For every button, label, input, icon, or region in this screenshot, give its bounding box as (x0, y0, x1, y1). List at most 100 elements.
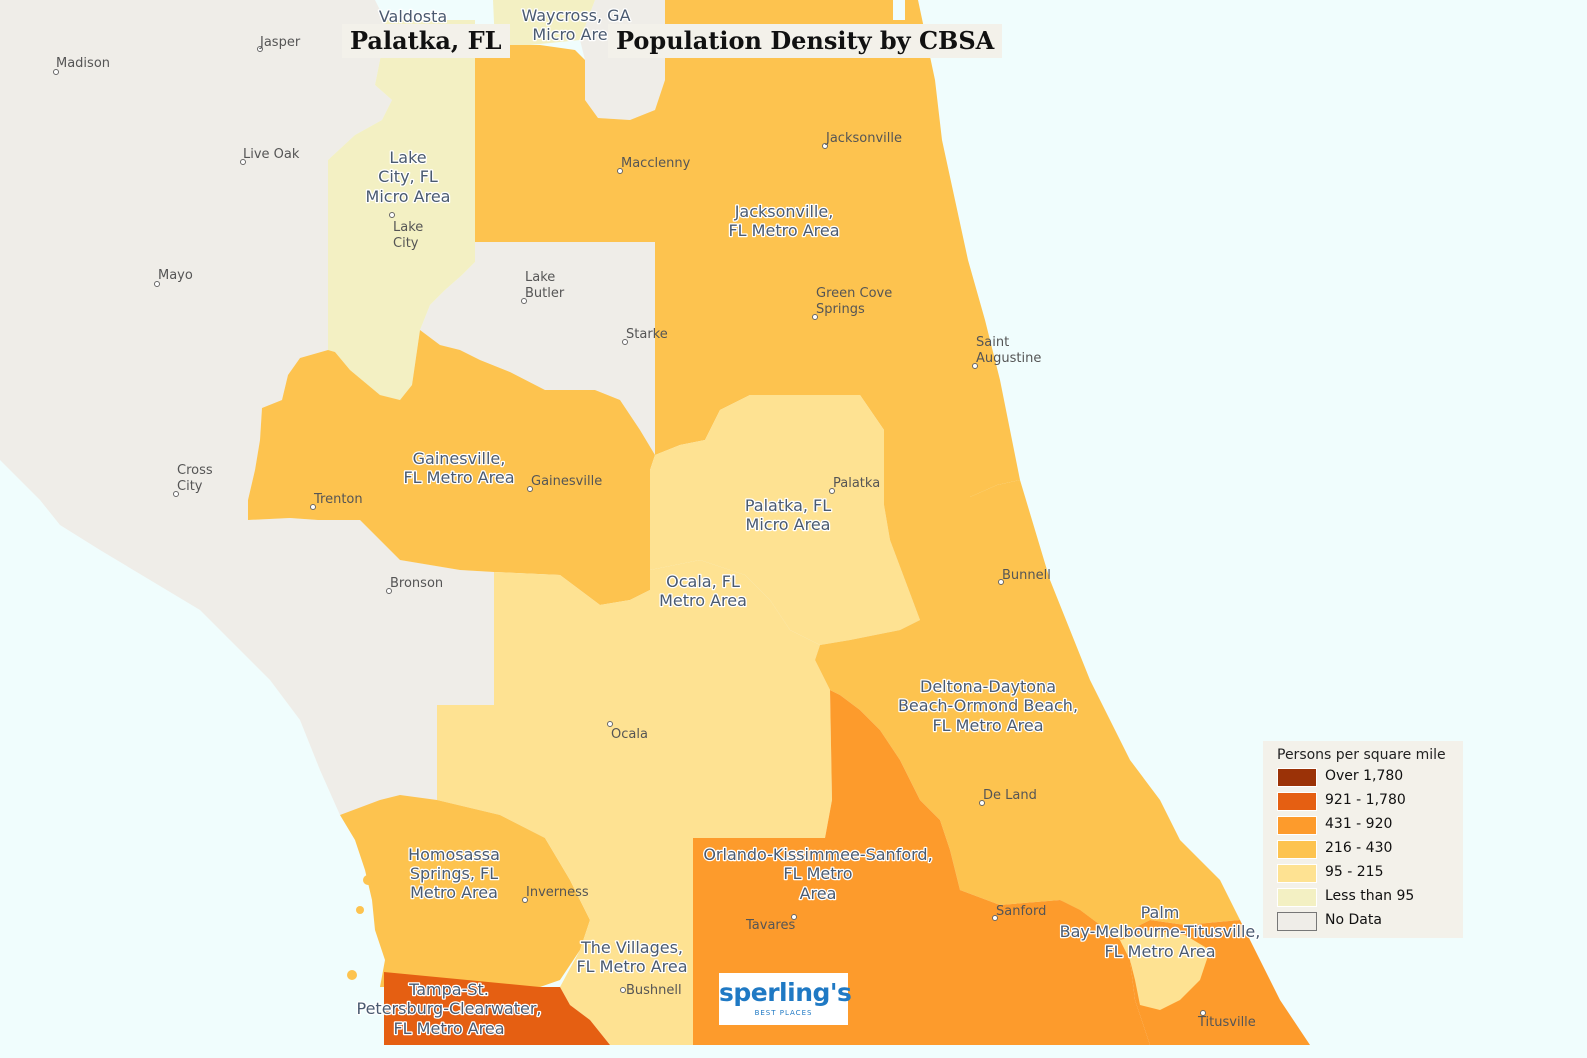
svg-text:Starke: Starke (626, 327, 668, 342)
region-label-ocala: Metro Area (659, 591, 747, 610)
region-label-palatka: Micro Area (746, 515, 831, 534)
region-lake-city (328, 20, 475, 400)
region-label-waycross: Micro Are (532, 25, 607, 44)
region-jacksonville (475, 0, 1020, 505)
region-palm-bay-lagoon (1120, 930, 1210, 1010)
region-no-data-bradford (420, 242, 655, 455)
sperlings-logo[interactable]: sperling's BEST PLACES (719, 973, 852, 1025)
svg-text:De Land: De Land (983, 788, 1037, 803)
svg-text:Sanford: Sanford (996, 904, 1046, 919)
city-tavares: Tavares (745, 914, 797, 933)
region-orlando (693, 690, 1150, 1045)
region-ocala (437, 560, 832, 838)
island (347, 970, 357, 980)
svg-text:Lake: Lake (393, 220, 423, 235)
region-label-ocala: Ocala, FL (666, 572, 740, 591)
legend-label: Over 1,780 (1325, 768, 1404, 784)
svg-text:Gainesville: Gainesville (531, 474, 602, 489)
city-bronson: Bronson (386, 576, 443, 594)
svg-text:Mayo: Mayo (158, 268, 193, 283)
region-label-valdosta: Valdosta (379, 7, 447, 26)
region-deltona (815, 480, 1240, 940)
svg-text:Bronson: Bronson (390, 576, 443, 591)
legend-label: 216 - 430 (1325, 840, 1393, 856)
svg-text:Madison: Madison (56, 56, 110, 71)
city-jacksonville: Jacksonville (822, 131, 902, 149)
svg-text:Saint: Saint (976, 335, 1009, 350)
region-label-jacksonville: FL Metro Area (728, 221, 839, 240)
region-no-data-west (0, 0, 494, 815)
region-homosassa (340, 795, 590, 987)
legend-label: 921 - 1,780 (1325, 792, 1406, 808)
svg-text:Bushnell: Bushnell (626, 983, 682, 998)
region-villages (545, 838, 693, 1045)
legend-swatch (1277, 840, 1317, 859)
region-label-gainesville: Gainesville, (413, 449, 506, 468)
svg-text:Butler: Butler (525, 286, 565, 301)
city-palatka: Palatka (829, 476, 880, 494)
region-label-tampa: Tampa-St. (408, 980, 489, 999)
svg-text:Titusville: Titusville (1197, 1015, 1256, 1030)
city-bunnell: Bunnell (998, 568, 1051, 585)
legend-label: Less than 95 (1325, 888, 1415, 904)
svg-text:Inverness: Inverness (526, 885, 589, 900)
legend: Persons per square mile Over 1,780 921 -… (1263, 741, 1463, 938)
region-palatka (650, 395, 920, 645)
city-live-oak: Live Oak (240, 147, 300, 165)
legend-swatch (1277, 816, 1317, 835)
region-label-deltona: Beach-Ormond Beach, (898, 696, 1078, 715)
region-label-palm-bay: Palm (1141, 903, 1180, 922)
city-inverness: Inverness (522, 885, 589, 903)
legend-label: 95 - 215 (1325, 864, 1384, 880)
region-label-homosassa: Springs, FL (410, 864, 498, 883)
svg-text:Macclenny: Macclenny (621, 156, 691, 171)
region-label-lake-city: Lake (389, 148, 426, 167)
city-de-land: De Land (979, 788, 1037, 806)
region-waycross (493, 0, 595, 45)
region-label-homosassa: Homosassa (408, 845, 500, 864)
city-ocala: Ocala (607, 721, 648, 742)
city-trenton: Trenton (310, 492, 363, 510)
region-label-deltona: FL Metro Area (932, 716, 1043, 735)
region-label-lake-city: City, FL (378, 167, 438, 186)
region-tampa (384, 972, 610, 1045)
legend-swatch (1277, 792, 1317, 811)
region-label-lake-city: Micro Area (366, 187, 451, 206)
island (356, 906, 364, 914)
region-label-jacksonville: Jacksonville, (734, 202, 834, 221)
svg-text:Live Oak: Live Oak (243, 147, 300, 162)
svg-text:Trenton: Trenton (313, 492, 363, 507)
svg-text:Springs: Springs (816, 302, 865, 317)
city-macclenny: Macclenny (617, 156, 691, 174)
city-cross-city: Cross City (173, 463, 213, 497)
svg-text:Bunnell: Bunnell (1002, 568, 1051, 583)
region-label-deltona: Deltona-Daytona (920, 677, 1056, 696)
region-label-gainesville: FL Metro Area (403, 468, 514, 487)
svg-text:Palatka: Palatka (833, 476, 880, 491)
city-green-cove-springs: Green Cove Springs (812, 286, 892, 320)
region-label-waycross: Waycross, GA (521, 6, 630, 25)
svg-text:Ocala: Ocala (611, 727, 648, 742)
svg-text:Cross: Cross (177, 463, 213, 478)
logo-wordmark: sperling's (719, 978, 852, 1007)
map-title: Population Density by CBSA (608, 24, 1003, 58)
region-label-tampa: Petersburg-Clearwater, (357, 999, 542, 1018)
region-label-tampa: FL Metro Area (393, 1019, 504, 1038)
city-titusville: Titusville (1197, 1010, 1256, 1030)
svg-text:Jacksonville: Jacksonville (825, 131, 902, 146)
svg-text:Lake: Lake (525, 270, 555, 285)
region-label-orlando: Area (800, 884, 837, 903)
svg-text:City: City (177, 479, 203, 494)
region-label-orlando: FL Metro (783, 864, 852, 883)
region-label-palm-bay: FL Metro Area (1104, 942, 1215, 961)
city-saint-augustine: Saint Augustine (972, 335, 1041, 369)
region-gainesville (248, 330, 655, 605)
legend-swatch (1277, 864, 1317, 883)
svg-text:Tavares: Tavares (745, 918, 795, 933)
city-madison: Madison (53, 56, 110, 75)
region-label-homosassa: Metro Area (410, 883, 498, 902)
city-starke: Starke (622, 327, 668, 345)
location-title: Palatka, FL (342, 24, 510, 58)
svg-text:City: City (393, 236, 419, 251)
